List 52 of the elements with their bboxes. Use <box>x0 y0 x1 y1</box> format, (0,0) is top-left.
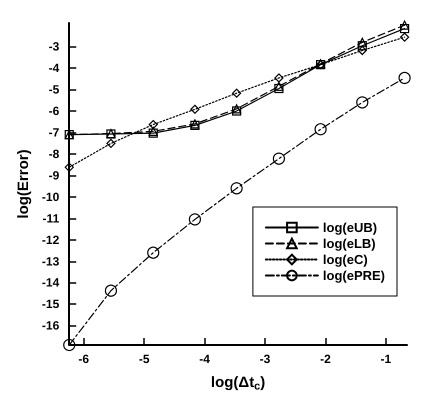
legend-label: log(eLB) <box>322 236 376 251</box>
point <box>358 46 367 56</box>
x-tick-label: -5 <box>138 352 150 366</box>
point <box>358 41 367 50</box>
y-tick-label: -13 <box>42 254 60 268</box>
y-tick-label: -3 <box>48 40 60 54</box>
legend-label: log(eC) <box>322 252 368 267</box>
point <box>64 162 74 172</box>
point <box>400 20 410 30</box>
y-tick-label: -5 <box>48 82 60 97</box>
point <box>398 72 411 84</box>
point <box>274 73 284 83</box>
point <box>400 24 410 34</box>
point <box>230 182 243 194</box>
point <box>400 32 410 42</box>
point <box>232 88 242 98</box>
legend-label: log(ePRE) <box>322 268 386 283</box>
point <box>148 128 158 138</box>
x-tick-label: -6 <box>78 352 90 366</box>
y-tick-label: -14 <box>42 276 60 290</box>
point <box>148 120 158 130</box>
point <box>190 104 200 114</box>
y-axis-title: log(Error) <box>15 149 32 219</box>
point <box>274 82 284 91</box>
point <box>314 123 327 136</box>
y-tick-label: -9 <box>48 168 60 182</box>
point <box>104 284 118 297</box>
y-tick-label: -10 <box>42 190 60 204</box>
point <box>358 38 367 47</box>
legend-label: log(eUB) <box>322 220 378 235</box>
point <box>106 138 116 148</box>
point <box>272 152 286 165</box>
y-tick-label: -7 <box>48 125 60 140</box>
point <box>274 84 284 94</box>
point <box>232 104 242 114</box>
y-tick-label: -16 <box>42 318 60 333</box>
y-tick-label: -8 <box>48 146 60 161</box>
y-tick-label: -12 <box>42 232 60 247</box>
point <box>147 246 160 259</box>
y-tick-label: -4 <box>48 61 60 76</box>
x-tick-label: -1 <box>380 352 392 366</box>
point <box>188 213 202 226</box>
point <box>63 338 76 352</box>
point <box>356 96 368 109</box>
y-tick-label: -15 <box>42 297 60 312</box>
point <box>232 106 242 116</box>
point <box>148 126 158 136</box>
x-tick-label: -2 <box>320 352 332 366</box>
y-tick-label: -11 <box>42 211 60 226</box>
x-tick-label: -3 <box>260 352 271 366</box>
y-tick-label: -6 <box>48 104 60 118</box>
x-tick-label: -4 <box>199 352 210 366</box>
